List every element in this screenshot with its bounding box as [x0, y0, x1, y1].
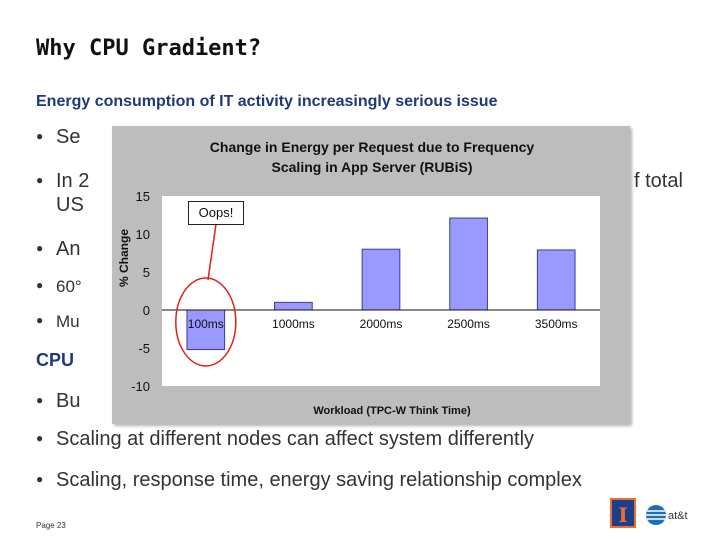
bar-3500ms [536, 249, 576, 311]
bar-2500ms [449, 217, 488, 311]
chart-title: Change in Energy per Request due to Freq… [210, 139, 535, 155]
y-tick-label: 0 [143, 303, 150, 318]
x-tick-label: 3500ms [535, 317, 578, 331]
bullet-text: Bu [56, 390, 81, 412]
y-tick-label: 15 [136, 189, 150, 204]
bar-2000ms [361, 248, 401, 311]
att-logo-text: at&t [668, 510, 688, 522]
bullet-dot-icon: ● [36, 278, 44, 292]
bullet-dot-icon: ● [36, 431, 44, 445]
oops-callout: Oops! [188, 201, 244, 225]
bullet-text: 60° [56, 277, 82, 296]
bullet-dot-icon: ● [36, 313, 44, 327]
att-globe-stripes [646, 510, 666, 520]
bullet-item: ● Scaling at different nodes can affect s… [36, 428, 534, 451]
x-tick-label: 2500ms [447, 317, 490, 331]
bar-100ms [186, 309, 226, 351]
bullet-text: In 2 [56, 170, 90, 192]
y-tick-label: 5 [143, 265, 150, 280]
bullet-item: ● An [36, 238, 80, 261]
bullet-text: Scaling, response time, energy saving re… [56, 469, 582, 491]
bullet-item: ● Bu [36, 390, 80, 413]
y-tick-label: -10 [131, 379, 150, 394]
bullet-item: ● Mu [36, 312, 80, 332]
bullet-dot-icon: ● [36, 173, 44, 187]
page-title: Why CPU Gradient? [36, 36, 262, 61]
illinois-logo: I [610, 498, 636, 528]
page-number: Page 23 [36, 521, 66, 530]
y-tick-label: -5 [138, 341, 150, 356]
bullet-dot-icon: ● [36, 129, 44, 143]
bullet-text: Se [56, 126, 81, 148]
x-tick-label: 2000ms [360, 317, 403, 331]
bullet-item: ● In 2 [36, 170, 89, 193]
cpu-heading: CPU [36, 350, 75, 370]
bullet-text: An [56, 238, 81, 260]
bullet-item: ● Scaling, response time, energy saving r… [36, 469, 582, 492]
chart-title-line-2: Scaling in App Server (RUBiS) [272, 159, 473, 175]
slide-subtitle: Energy consumption of IT activity increa… [36, 93, 498, 110]
bullet-item: ● Se [36, 126, 80, 149]
chart-y-axis-label: % Change [117, 229, 131, 287]
x-tick-label: 100ms [188, 317, 224, 331]
bullet-dot-icon: ● [36, 241, 44, 255]
bullet-dot-icon: ● [36, 472, 44, 486]
bullet-item: ● 60° [36, 277, 82, 297]
bar-1000ms [274, 301, 313, 311]
bar-chart: Change in Energy per Request due to Freq… [117, 139, 600, 417]
att-logo: at&t [646, 505, 688, 525]
chart-x-axis-label: Workload (TPC-W Think Time) [313, 405, 471, 417]
callout-pointer-line [207, 223, 217, 281]
y-tick-label: 10 [136, 227, 150, 242]
bullet-text: Mu [56, 312, 80, 331]
bullet-dot-icon: ● [36, 393, 44, 407]
bullet-text-right: f total [634, 170, 683, 192]
bullet-text-continued: US [56, 194, 84, 216]
chart-container: Change in Energy per Request due to Freq… [112, 126, 630, 424]
x-tick-label: 1000ms [272, 317, 315, 331]
bullet-text: Scaling at different nodes can affect sy… [56, 428, 535, 450]
highlight-ellipse [175, 277, 237, 367]
